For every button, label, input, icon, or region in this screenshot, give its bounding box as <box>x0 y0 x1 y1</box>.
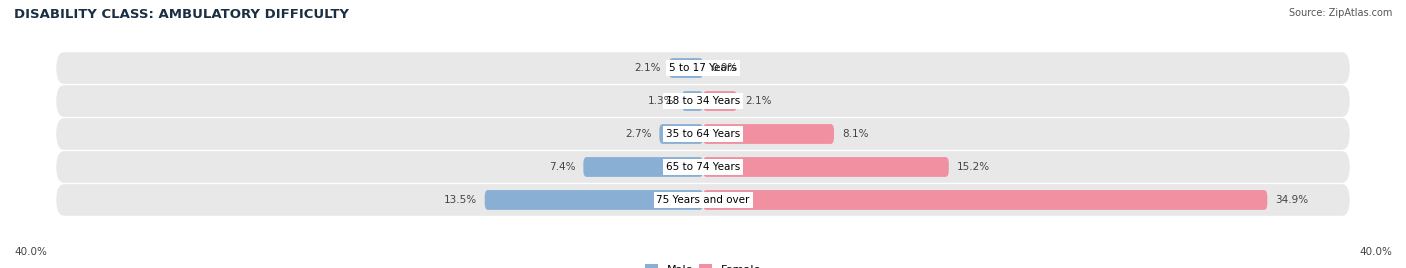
FancyBboxPatch shape <box>659 124 703 144</box>
Text: 0.0%: 0.0% <box>711 63 737 73</box>
Text: 8.1%: 8.1% <box>842 129 869 139</box>
Text: 75 Years and over: 75 Years and over <box>657 195 749 205</box>
FancyBboxPatch shape <box>703 124 834 144</box>
Text: 40.0%: 40.0% <box>14 247 46 257</box>
FancyBboxPatch shape <box>703 190 1267 210</box>
Text: 2.7%: 2.7% <box>624 129 651 139</box>
FancyBboxPatch shape <box>703 157 949 177</box>
FancyBboxPatch shape <box>669 58 703 78</box>
Text: 2.1%: 2.1% <box>634 63 661 73</box>
Text: 40.0%: 40.0% <box>1360 247 1392 257</box>
Text: 34.9%: 34.9% <box>1275 195 1309 205</box>
Text: DISABILITY CLASS: AMBULATORY DIFFICULTY: DISABILITY CLASS: AMBULATORY DIFFICULTY <box>14 8 349 21</box>
Text: 65 to 74 Years: 65 to 74 Years <box>666 162 740 172</box>
FancyBboxPatch shape <box>583 157 703 177</box>
FancyBboxPatch shape <box>56 118 1350 150</box>
Text: 18 to 34 Years: 18 to 34 Years <box>666 96 740 106</box>
Text: 15.2%: 15.2% <box>957 162 990 172</box>
Text: Source: ZipAtlas.com: Source: ZipAtlas.com <box>1288 8 1392 18</box>
FancyBboxPatch shape <box>485 190 703 210</box>
Text: 7.4%: 7.4% <box>548 162 575 172</box>
Text: 5 to 17 Years: 5 to 17 Years <box>669 63 737 73</box>
FancyBboxPatch shape <box>56 184 1350 216</box>
FancyBboxPatch shape <box>703 91 737 111</box>
FancyBboxPatch shape <box>56 151 1350 183</box>
Text: 13.5%: 13.5% <box>443 195 477 205</box>
FancyBboxPatch shape <box>56 52 1350 84</box>
Text: 35 to 64 Years: 35 to 64 Years <box>666 129 740 139</box>
FancyBboxPatch shape <box>682 91 703 111</box>
Legend: Male, Female: Male, Female <box>640 260 766 268</box>
Text: 1.3%: 1.3% <box>647 96 673 106</box>
Text: 2.1%: 2.1% <box>745 96 772 106</box>
FancyBboxPatch shape <box>56 85 1350 117</box>
